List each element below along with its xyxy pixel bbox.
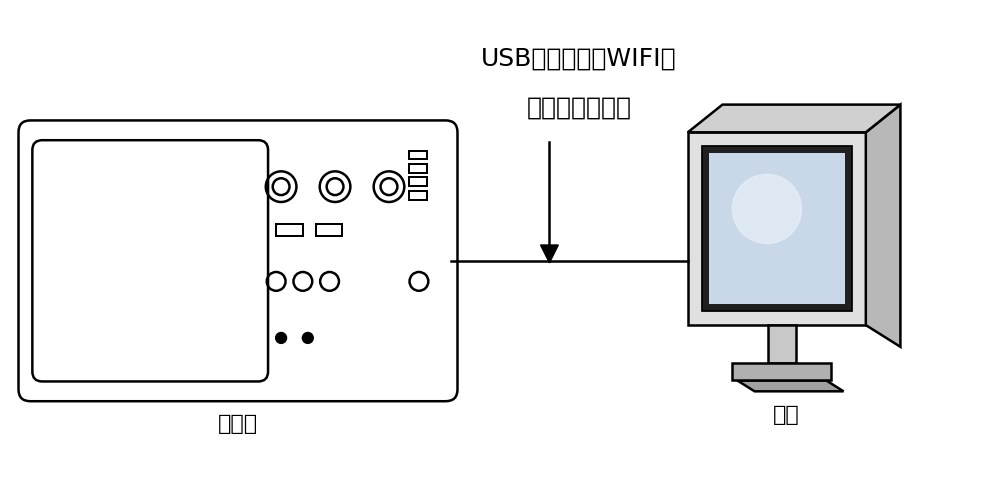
Bar: [768, 325, 796, 363]
Bar: [276, 224, 303, 236]
Polygon shape: [866, 105, 900, 347]
Bar: [732, 363, 831, 381]
Bar: [409, 164, 427, 173]
Text: USB、以太网、WIFI、: USB、以太网、WIFI、: [481, 46, 677, 70]
Polygon shape: [709, 153, 845, 304]
Circle shape: [732, 174, 802, 244]
Circle shape: [276, 332, 287, 343]
Bar: [409, 177, 427, 186]
Polygon shape: [737, 381, 844, 391]
Polygon shape: [702, 146, 852, 311]
Bar: [316, 224, 342, 236]
FancyBboxPatch shape: [19, 120, 457, 401]
Text: 蓝牙等通讯总线: 蓝牙等通讯总线: [527, 96, 632, 120]
Text: 电脑: 电脑: [773, 405, 800, 425]
Bar: [409, 191, 427, 199]
FancyBboxPatch shape: [32, 140, 268, 382]
Polygon shape: [688, 132, 866, 325]
Polygon shape: [541, 245, 558, 263]
Polygon shape: [688, 105, 900, 132]
Circle shape: [302, 332, 313, 343]
Bar: [409, 151, 427, 160]
Text: 示波器: 示波器: [218, 414, 258, 434]
